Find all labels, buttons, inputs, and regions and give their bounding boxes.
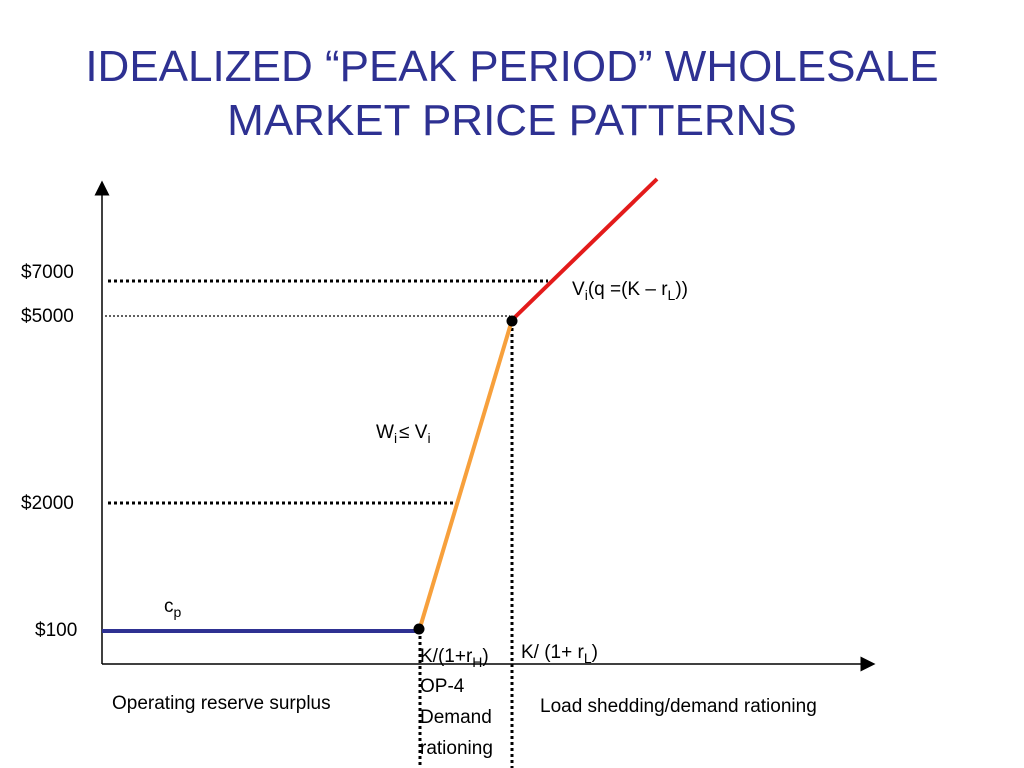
title-line-1: IDEALIZED “PEAK PERIOD” WHOLESALE [85,42,939,91]
region-label-right: Load shedding/demand rationing [540,696,817,717]
y-tick-100: $100 [35,620,77,641]
point-kink-high [506,315,518,327]
annotation-rationing: rationing [420,738,493,759]
series-label-cp: cp [164,596,182,620]
y-tick-7000: $7000 [21,262,74,283]
title-line-2: MARKET PRICE PATTERNS [227,96,797,145]
x-label-kink-high: K/ (1+ rL) [521,642,598,666]
annotation-demand: Demand [420,707,492,728]
x-label-kink-low: K/(1+rH) [420,646,489,670]
series-label-vi: Vi(q =(K – rL)) [572,279,688,303]
upper-segment [510,177,659,322]
rising-segment [417,319,514,632]
point-kink-low [413,623,425,635]
slide-title: IDEALIZED “PEAK PERIOD” WHOLESALE MARKET… [0,40,1024,148]
y-tick-5000: $5000 [21,306,74,327]
annotation-op4: OP-4 [420,676,465,697]
series-label-wi: Wi ≤ Vi [376,422,431,446]
region-label-left: Operating reserve surplus [112,693,331,714]
y-tick-2000: $2000 [21,493,74,514]
